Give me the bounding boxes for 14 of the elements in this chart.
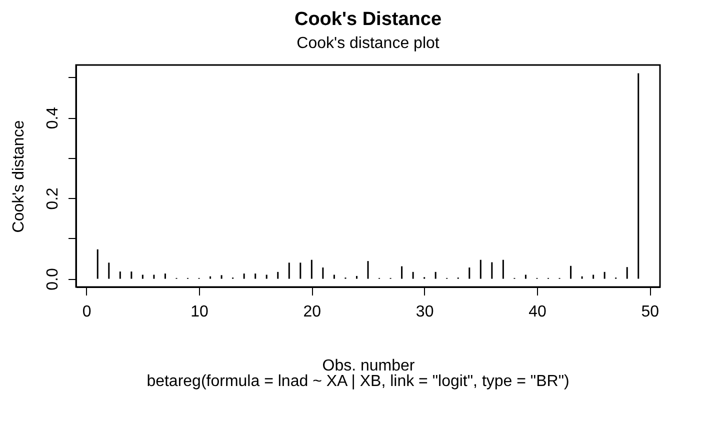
x-tick-label: 50 bbox=[641, 304, 660, 320]
x-tick-label: 20 bbox=[303, 304, 322, 320]
x-tick-label: 10 bbox=[190, 304, 209, 320]
x-tick-label: 0 bbox=[82, 304, 92, 320]
x-tick-label: 30 bbox=[416, 304, 434, 320]
chart-subtitle: Cook's distance plot bbox=[296, 35, 440, 52]
x-axis-title: Obs. number bbox=[322, 358, 416, 374]
y-tick-label: 0.4 bbox=[44, 106, 62, 130]
y-axis-title: Cook's distance bbox=[10, 120, 28, 233]
text: betareg(formula = lnad ~ XA | XB, link = "logit", type = "BR") bbox=[146, 373, 570, 390]
x-tick-label: 40 bbox=[528, 304, 546, 320]
y-tick-label: 0.2 bbox=[44, 187, 62, 210]
y-tick-label: 0.0 bbox=[44, 268, 62, 290]
chart-title: Cook's Distance bbox=[294, 9, 442, 30]
